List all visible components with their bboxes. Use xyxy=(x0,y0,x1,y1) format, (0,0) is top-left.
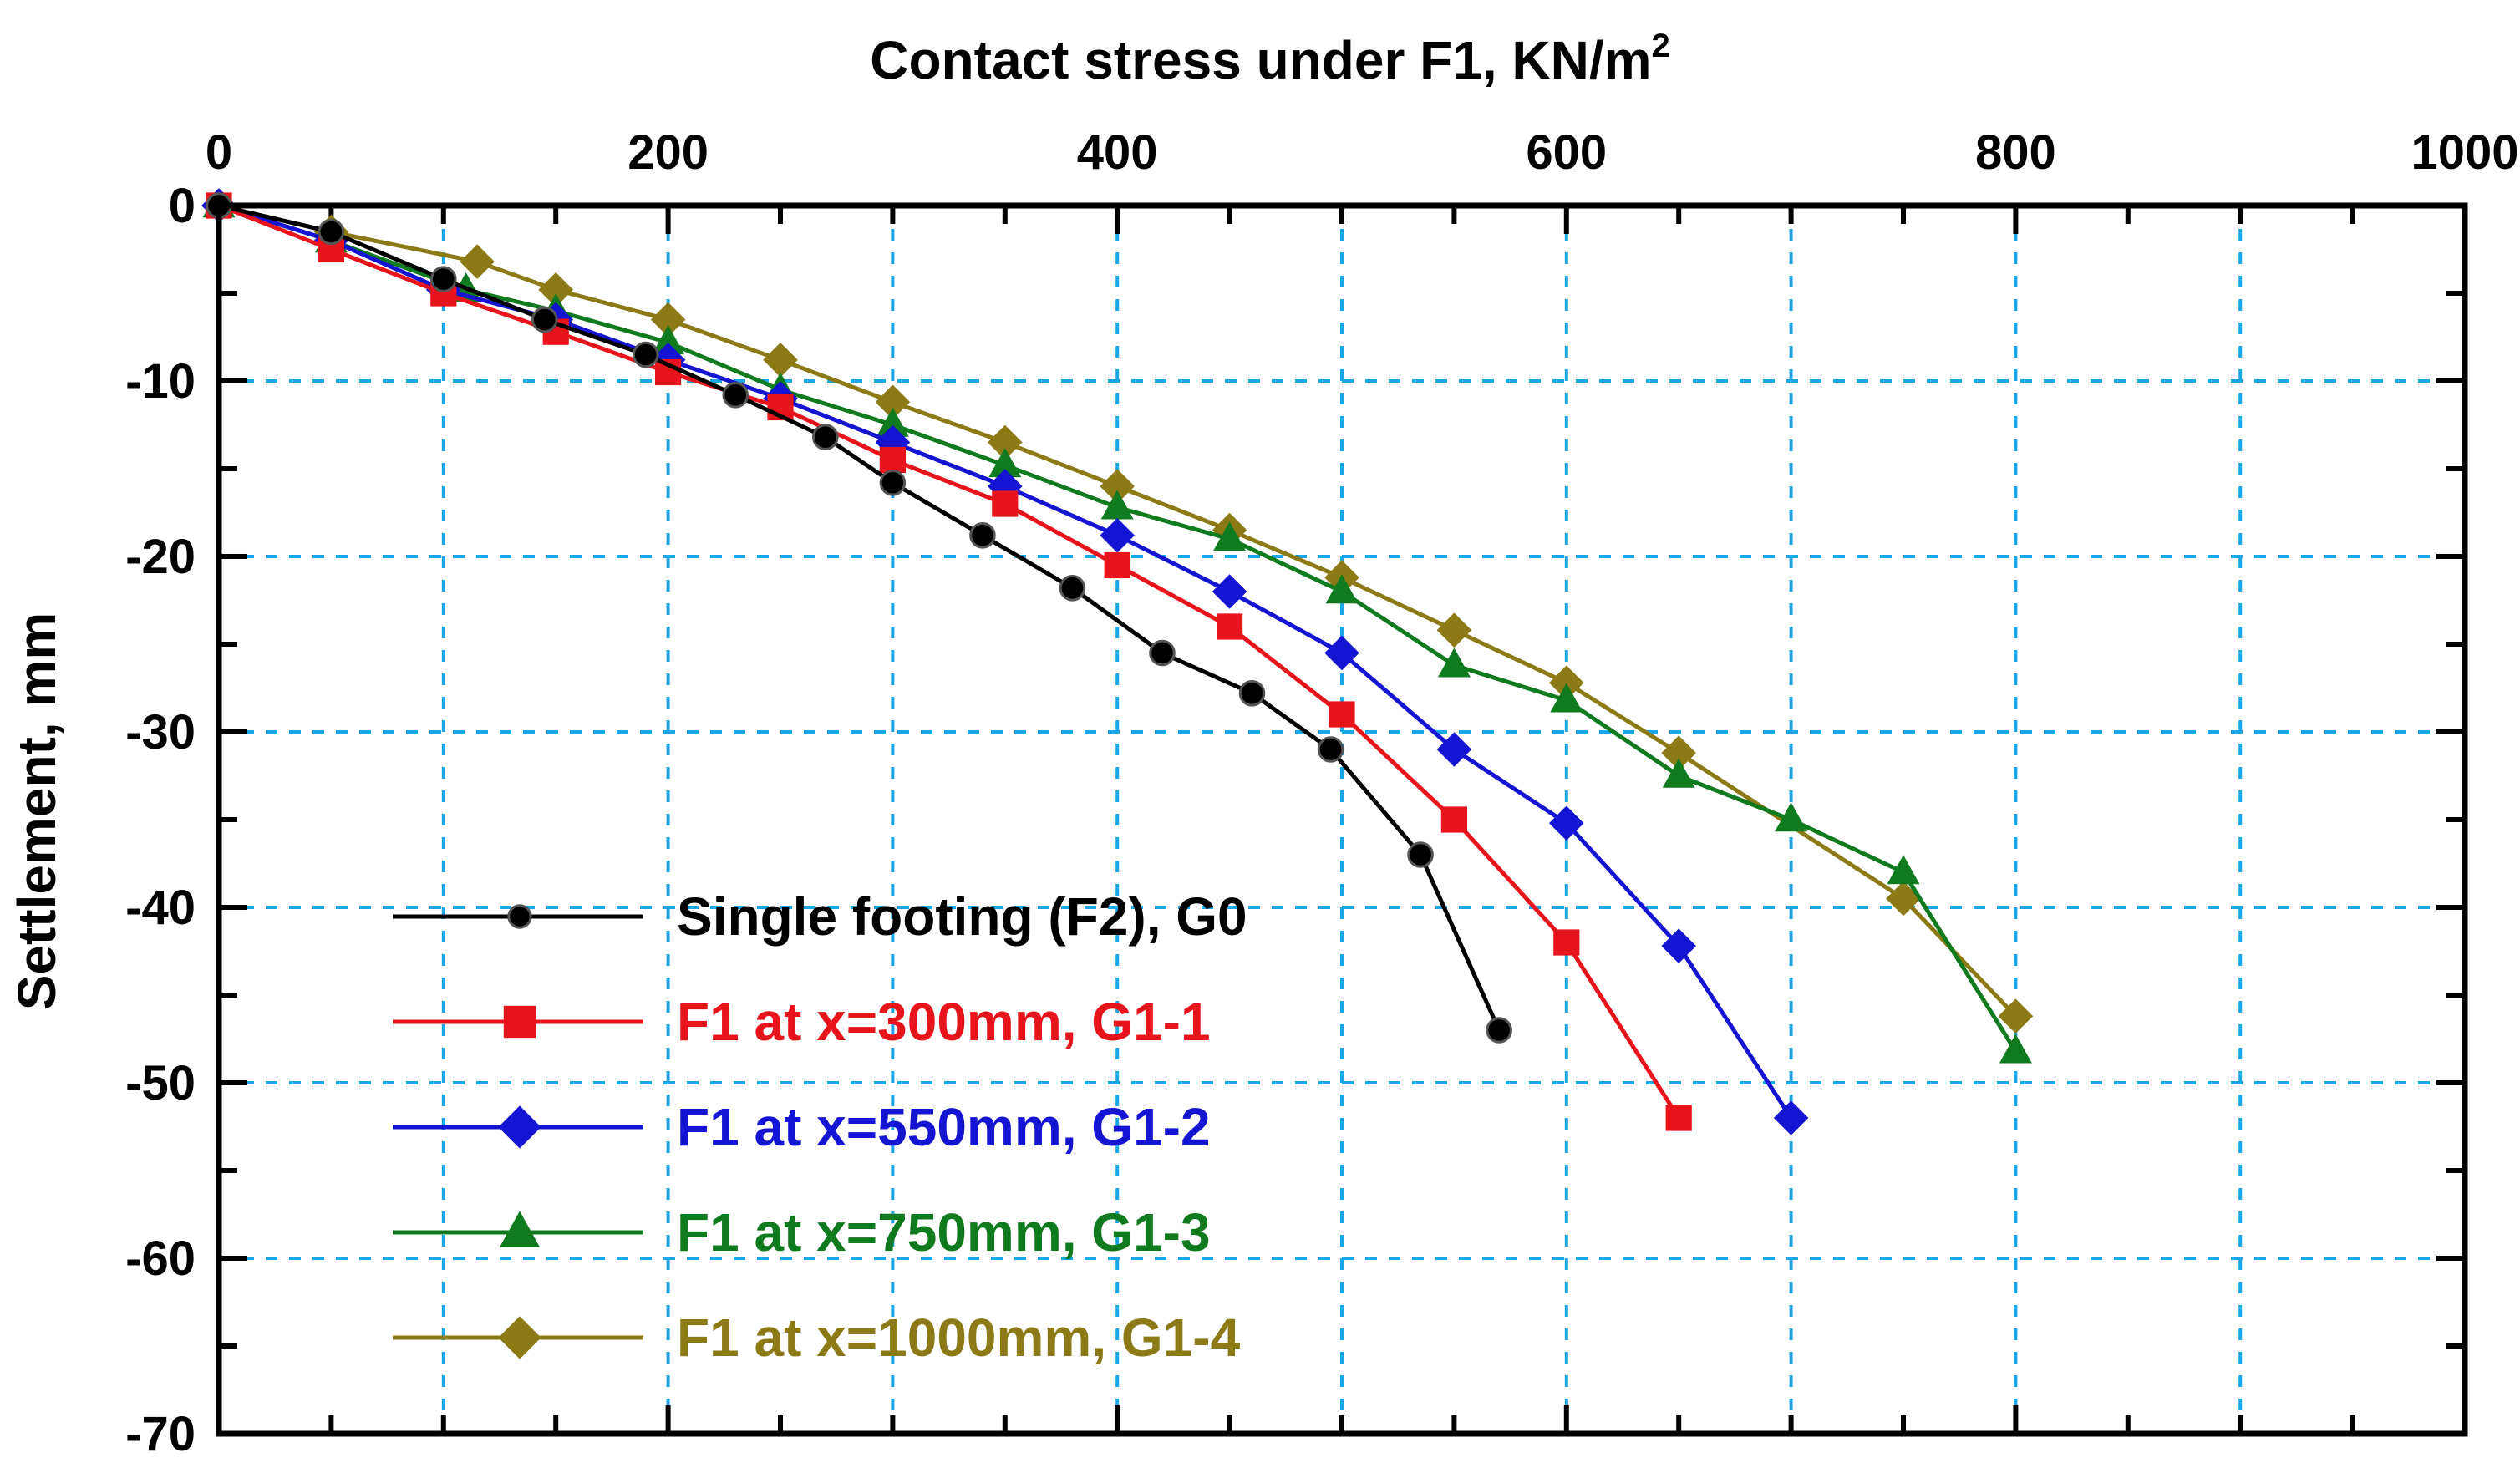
data-point xyxy=(875,384,911,419)
data-point xyxy=(318,218,345,246)
data-point xyxy=(1100,490,1134,520)
x-tick-label: 200 xyxy=(627,125,709,180)
series-layer xyxy=(201,188,2034,1135)
legend-entry-5: F1 at x=1000mm, G1-4 xyxy=(393,1308,1241,1368)
legend-label: F1 at x=1000mm, G1-4 xyxy=(677,1308,1241,1368)
data-point xyxy=(1238,680,1266,707)
legend-marker xyxy=(503,1005,536,1039)
data-point xyxy=(1212,574,1247,609)
x-tick-label: 0 xyxy=(206,125,232,180)
legend-entry-2: F1 at x=300mm, G1-1 xyxy=(393,992,1211,1052)
data-point xyxy=(1213,521,1247,551)
legend-label: Single footing (F2), G0 xyxy=(677,886,1247,947)
x-axis-title: Contact stress under F1, KN/m2 xyxy=(870,28,1670,90)
data-point xyxy=(879,470,907,496)
y-tick-label: -60 xyxy=(125,1232,196,1286)
y-axis-title: Settlement, mm xyxy=(7,612,67,1011)
data-point xyxy=(1317,736,1344,763)
data-point xyxy=(538,272,573,307)
legend-marker xyxy=(500,1211,540,1247)
data-point xyxy=(1149,639,1176,667)
data-point xyxy=(722,382,749,409)
legend-marker xyxy=(498,1105,541,1149)
data-point xyxy=(1661,735,1696,770)
legend: Single footing (F2), G0 F1 at x=300mm, G1… xyxy=(393,886,1247,1368)
legend-label: F1 at x=550mm, G1-2 xyxy=(677,1097,1211,1157)
y-tick-label: -70 xyxy=(125,1407,196,1461)
series-line xyxy=(218,203,2018,1018)
legend-entry-4: F1 at x=750mm, G1-3 xyxy=(393,1202,1211,1262)
y-tick-label: -40 xyxy=(125,881,196,935)
data-point xyxy=(879,446,906,474)
series-line xyxy=(218,203,1681,1120)
data-point xyxy=(460,244,495,279)
data-point xyxy=(1329,701,1355,728)
y-tick-label: -50 xyxy=(125,1056,196,1110)
data-point xyxy=(992,490,1019,517)
data-point xyxy=(650,302,686,338)
data-point xyxy=(1440,806,1467,833)
data-point xyxy=(1550,683,1583,713)
data-point xyxy=(1437,648,1471,678)
data-point xyxy=(1436,732,1472,767)
series-2 xyxy=(206,192,1692,1131)
data-point xyxy=(1486,1017,1512,1044)
x-axis-title-text: Contact stress under F1, KN/m xyxy=(870,30,1651,90)
tick-labels: 0 200 400 600 800 1000 0 -10 -20 -30 -40 -50 -60 -70 xyxy=(125,125,2518,1461)
data-point xyxy=(969,522,996,549)
legend-marker xyxy=(507,904,532,929)
data-point xyxy=(1325,574,1359,604)
x-tick-label: 400 xyxy=(1077,125,1158,180)
data-point xyxy=(632,341,659,368)
data-point xyxy=(1775,802,1808,832)
data-point xyxy=(1059,575,1086,602)
data-point xyxy=(763,343,798,378)
data-point xyxy=(1436,612,1472,648)
data-point xyxy=(1553,929,1580,956)
plot-frame xyxy=(216,202,2468,1437)
data-point xyxy=(1887,855,1920,885)
data-point xyxy=(1100,469,1135,504)
x-tick-label: 1000 xyxy=(2411,125,2518,180)
data-point xyxy=(531,306,558,333)
data-point xyxy=(1999,1034,2032,1064)
y-tick-label: -10 xyxy=(125,354,196,409)
legend-label: F1 at x=300mm, G1-1 xyxy=(677,992,1211,1052)
data-point xyxy=(988,448,1022,478)
data-point xyxy=(1407,841,1434,868)
data-point xyxy=(1773,1100,1809,1135)
data-point xyxy=(430,266,457,293)
legend-entry-1: Single footing (F2), G0 xyxy=(393,886,1247,947)
series-1 xyxy=(206,192,1512,1044)
data-point xyxy=(1549,805,1584,841)
x-tick-label: 800 xyxy=(1975,125,2056,180)
data-point xyxy=(1104,551,1130,579)
data-point xyxy=(1665,1105,1692,1131)
x-axis-title-superscript: 2 xyxy=(1652,28,1670,64)
data-point xyxy=(876,407,909,437)
legend-label: F1 at x=750mm, G1-3 xyxy=(677,1202,1211,1262)
data-point xyxy=(652,325,685,355)
data-point xyxy=(1661,928,1696,963)
legend-marker xyxy=(498,1316,541,1359)
y-tick-label: 0 xyxy=(169,179,196,233)
data-point xyxy=(1324,635,1359,671)
y-tick-label: -30 xyxy=(125,705,196,759)
grid-lines xyxy=(219,206,2465,1434)
data-point xyxy=(1998,998,2034,1034)
data-point xyxy=(1100,518,1135,553)
data-point xyxy=(1662,758,1695,788)
series-line xyxy=(218,203,1793,1120)
data-point xyxy=(988,424,1023,460)
legend-entry-3: F1 at x=550mm, G1-2 xyxy=(393,1097,1211,1157)
y-tick-label: -20 xyxy=(125,530,196,584)
x-tick-label: 600 xyxy=(1526,125,1607,180)
data-point xyxy=(1549,665,1584,700)
data-point xyxy=(1217,613,1243,640)
data-point xyxy=(811,424,839,451)
